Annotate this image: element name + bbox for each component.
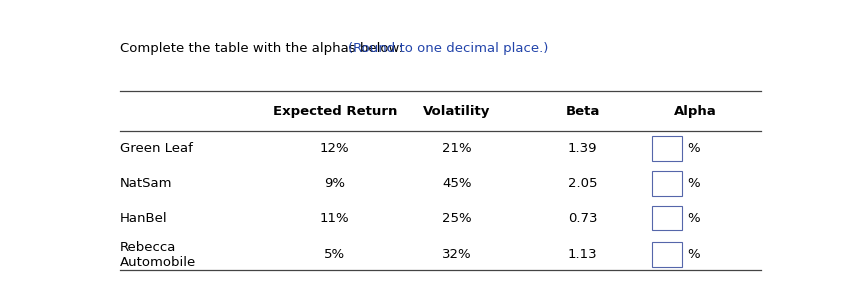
Text: 2.05: 2.05	[567, 177, 596, 190]
Text: 25%: 25%	[441, 212, 471, 225]
Text: Rebecca
Automobile: Rebecca Automobile	[119, 241, 196, 269]
FancyBboxPatch shape	[651, 206, 681, 230]
Text: Beta: Beta	[565, 104, 599, 118]
Text: 45%: 45%	[441, 177, 471, 190]
Text: 21%: 21%	[441, 142, 471, 155]
Text: %: %	[686, 177, 699, 190]
FancyBboxPatch shape	[651, 242, 681, 267]
Text: Expected Return: Expected Return	[272, 104, 396, 118]
Text: 9%: 9%	[324, 177, 345, 190]
Text: Complete the table with the alphas below:: Complete the table with the alphas below…	[119, 42, 411, 55]
Text: 0.73: 0.73	[567, 212, 596, 225]
Text: Alpha: Alpha	[673, 104, 716, 118]
Text: 1.39: 1.39	[567, 142, 596, 155]
Text: %: %	[686, 248, 699, 261]
Text: HanBel: HanBel	[119, 212, 167, 225]
Text: 5%: 5%	[324, 248, 345, 261]
Text: %: %	[686, 212, 699, 225]
Text: Volatility: Volatility	[423, 104, 490, 118]
Text: (Round to one decimal place.): (Round to one decimal place.)	[348, 42, 548, 55]
Text: 1.13: 1.13	[567, 248, 596, 261]
Text: 12%: 12%	[320, 142, 349, 155]
Text: Green Leaf: Green Leaf	[119, 142, 193, 155]
FancyBboxPatch shape	[651, 171, 681, 196]
FancyBboxPatch shape	[651, 136, 681, 161]
Text: 11%: 11%	[320, 212, 349, 225]
Text: 32%: 32%	[441, 248, 471, 261]
Text: NatSam: NatSam	[119, 177, 172, 190]
Text: %: %	[686, 142, 699, 155]
